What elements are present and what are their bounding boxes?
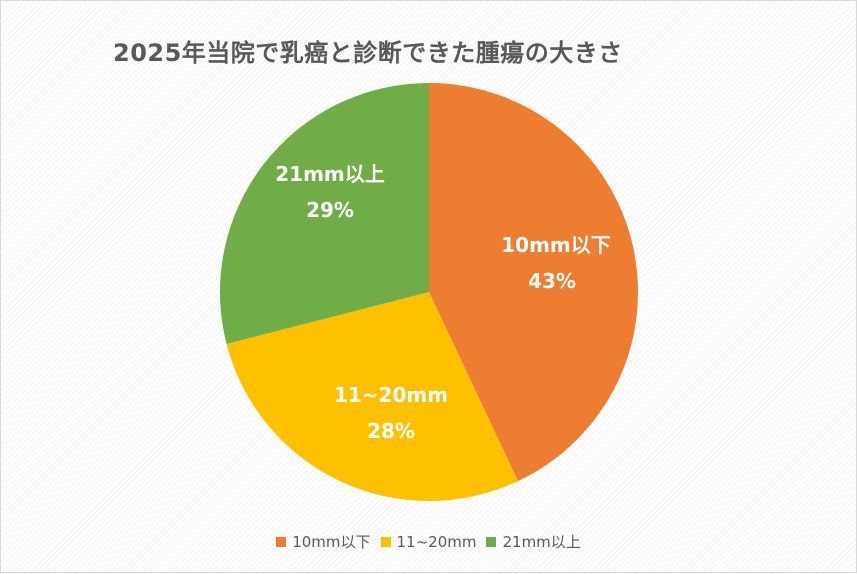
slice-label-pct-0: 43% bbox=[528, 269, 576, 293]
pie-slice-2[interactable] bbox=[219, 83, 429, 344]
slice-label-pct-2: 29% bbox=[306, 198, 354, 222]
slice-label-pct-1: 28% bbox=[367, 419, 415, 443]
legend-swatch-1 bbox=[380, 536, 391, 547]
legend-item-2[interactable]: 21mm以上 bbox=[486, 531, 581, 552]
legend-item-1[interactable]: 11~20mm bbox=[380, 531, 477, 552]
legend: 10mm以下 11~20mm 21mm以上 bbox=[1, 531, 856, 552]
chart-title: 2025年当院で乳癌と診断できた腫瘍の大きさ bbox=[113, 39, 623, 67]
legend-label-2: 21mm以上 bbox=[502, 533, 581, 551]
legend-swatch-0 bbox=[276, 536, 287, 547]
legend-item-0[interactable]: 10mm以下 bbox=[276, 531, 371, 552]
slice-label-name-0: 10mm以下 bbox=[501, 233, 611, 257]
pie-slice-0[interactable] bbox=[429, 83, 638, 482]
legend-label-1: 11~20mm bbox=[396, 532, 477, 551]
legend-swatch-2 bbox=[486, 536, 497, 547]
slice-label-name-1: 11~20mm bbox=[334, 383, 448, 407]
pie-slice-1[interactable] bbox=[226, 292, 518, 501]
slice-label-name-2: 21mm以上 bbox=[275, 162, 385, 186]
legend-label-0: 10mm以下 bbox=[292, 533, 371, 551]
